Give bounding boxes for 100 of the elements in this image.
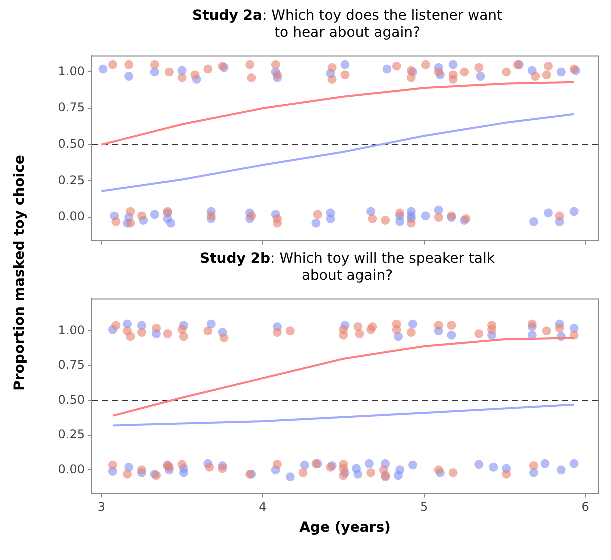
chart-title: Study 2a: Which toy does the listener want to hear about again? <box>192 8 503 41</box>
point <box>163 329 172 338</box>
point <box>502 68 512 77</box>
point <box>179 468 188 478</box>
x-tick-label: 6 <box>582 500 590 514</box>
point <box>273 328 282 338</box>
point <box>246 60 255 70</box>
point <box>354 470 363 479</box>
point <box>434 213 444 222</box>
point <box>448 74 458 84</box>
point <box>421 60 430 70</box>
point <box>273 70 282 80</box>
point <box>124 72 134 82</box>
point <box>300 460 310 470</box>
point <box>381 216 390 225</box>
y-tick-label: 0.00 <box>58 462 85 476</box>
point <box>138 466 147 475</box>
point <box>112 217 121 226</box>
point <box>396 217 405 226</box>
point <box>166 218 176 228</box>
point <box>150 210 160 220</box>
y-tick-label: 1.00 <box>58 64 85 78</box>
point <box>126 332 136 342</box>
point <box>570 207 579 216</box>
point <box>247 74 256 83</box>
point <box>406 74 416 83</box>
y-tick-label: 0.00 <box>58 210 85 224</box>
point <box>382 64 392 74</box>
point <box>271 60 280 70</box>
point <box>179 332 188 342</box>
point <box>408 460 418 470</box>
point <box>328 74 337 84</box>
point <box>164 68 174 77</box>
point <box>396 208 405 218</box>
point <box>190 70 200 80</box>
point <box>488 325 497 334</box>
point <box>555 212 564 221</box>
point <box>204 64 213 74</box>
point <box>328 63 337 72</box>
point <box>528 320 537 329</box>
point <box>556 466 566 475</box>
point <box>98 64 108 74</box>
point <box>218 464 228 474</box>
point <box>460 68 470 77</box>
x-tick-label: 4 <box>259 500 267 514</box>
point <box>392 325 402 334</box>
point <box>542 70 552 80</box>
point <box>339 330 348 340</box>
point <box>286 472 295 482</box>
point <box>474 63 484 72</box>
y-tick-label: 0.50 <box>58 392 85 407</box>
y-tick-label: 0.50 <box>58 136 85 151</box>
point <box>206 320 216 329</box>
point <box>126 218 136 228</box>
point <box>540 459 550 468</box>
point <box>108 460 118 470</box>
point <box>152 324 162 333</box>
point <box>204 326 213 336</box>
point <box>447 330 456 340</box>
y-axis-title: Proportion masked toy choice <box>12 155 28 391</box>
y-tick-label: 0.75 <box>58 358 85 372</box>
point <box>340 60 350 70</box>
point <box>138 212 147 221</box>
point <box>368 214 378 224</box>
point <box>150 60 160 70</box>
y-tick-label: 0.75 <box>58 100 85 115</box>
point <box>489 462 498 472</box>
y-tick-label: 0.25 <box>58 173 85 188</box>
point <box>421 212 430 221</box>
point <box>112 321 121 330</box>
point <box>392 62 402 71</box>
point <box>122 470 132 479</box>
point <box>476 72 486 82</box>
point <box>406 328 416 338</box>
x-axis-title: Age (years) <box>300 520 391 536</box>
point <box>434 321 444 330</box>
point <box>286 326 295 336</box>
point <box>298 468 308 478</box>
point <box>434 466 444 475</box>
point <box>247 212 256 221</box>
point <box>205 462 214 472</box>
point <box>124 60 134 70</box>
x-tick-label: 3 <box>98 500 106 514</box>
point <box>355 329 364 338</box>
point <box>544 208 553 218</box>
point <box>178 460 187 470</box>
point <box>474 460 484 470</box>
chart-title: Study 2b: Which toy will the speaker talk about again? <box>200 251 495 284</box>
point <box>340 70 350 80</box>
point <box>126 207 136 216</box>
point <box>406 218 416 228</box>
point <box>555 324 564 333</box>
point <box>434 68 444 77</box>
point <box>326 214 336 224</box>
point <box>138 328 147 338</box>
point <box>556 68 566 77</box>
point <box>312 218 321 228</box>
point <box>448 468 458 478</box>
y-tick-label: 1.00 <box>58 323 85 338</box>
point <box>544 62 553 71</box>
